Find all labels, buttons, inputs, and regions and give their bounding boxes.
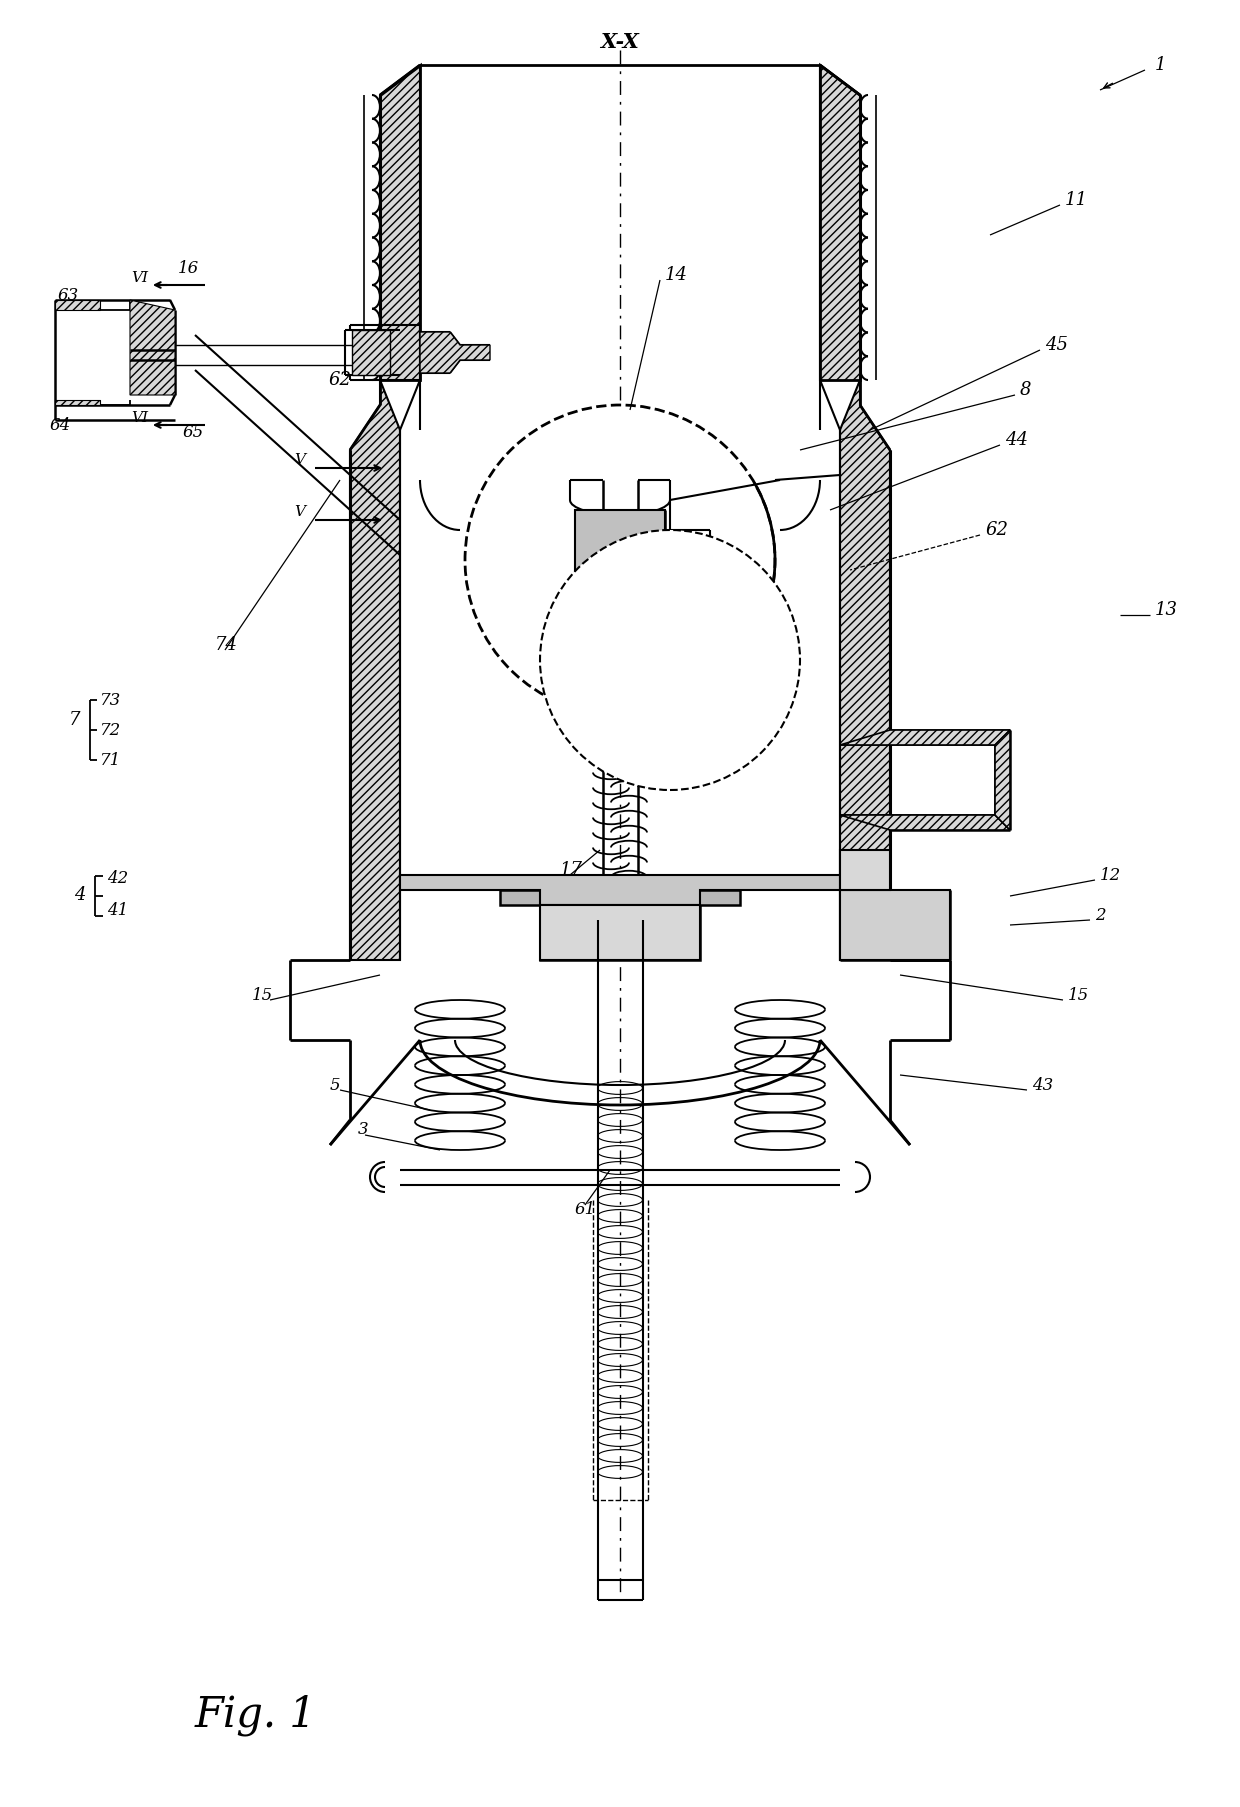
Text: 17: 17	[560, 860, 583, 878]
Text: 44: 44	[1004, 432, 1028, 448]
Polygon shape	[820, 65, 861, 379]
Circle shape	[539, 529, 800, 790]
Text: 1: 1	[1154, 56, 1167, 74]
Polygon shape	[839, 849, 890, 891]
Polygon shape	[55, 300, 100, 311]
Circle shape	[465, 405, 775, 716]
Text: 62: 62	[985, 520, 1008, 538]
Text: 5: 5	[330, 1077, 341, 1093]
Text: 13: 13	[1154, 602, 1178, 620]
Text: 43: 43	[1032, 1077, 1053, 1093]
Text: 64: 64	[50, 416, 71, 434]
Text: VI: VI	[131, 271, 148, 286]
Text: 45: 45	[1045, 336, 1068, 354]
Polygon shape	[350, 379, 401, 960]
Polygon shape	[379, 65, 420, 379]
Text: 15: 15	[252, 987, 273, 1003]
Text: VI: VI	[131, 410, 148, 425]
Polygon shape	[379, 65, 420, 379]
Text: 16: 16	[179, 260, 200, 276]
Text: X-X: X-X	[600, 33, 640, 52]
Polygon shape	[401, 875, 839, 905]
Text: 15: 15	[1068, 987, 1089, 1003]
Text: V: V	[294, 504, 305, 519]
Polygon shape	[539, 905, 701, 960]
Circle shape	[657, 531, 693, 567]
Polygon shape	[994, 730, 1011, 829]
Polygon shape	[839, 891, 950, 960]
Polygon shape	[839, 815, 1011, 829]
Text: 42: 42	[107, 869, 128, 887]
Polygon shape	[352, 331, 391, 376]
Text: Fig. 1: Fig. 1	[195, 1693, 317, 1737]
Text: 2: 2	[1095, 907, 1106, 923]
Polygon shape	[575, 510, 665, 611]
Text: 72: 72	[100, 721, 122, 739]
Polygon shape	[500, 891, 740, 960]
Text: 4: 4	[74, 885, 86, 904]
Text: 74: 74	[215, 636, 238, 654]
Text: 61: 61	[574, 1202, 595, 1218]
Polygon shape	[839, 379, 890, 960]
Text: 71: 71	[100, 752, 122, 768]
Text: 62: 62	[329, 370, 351, 389]
Text: 41: 41	[107, 902, 128, 918]
Polygon shape	[820, 65, 861, 379]
Text: 8: 8	[1021, 381, 1032, 399]
Text: 63: 63	[58, 287, 79, 304]
Polygon shape	[55, 399, 100, 405]
Text: 12: 12	[1100, 867, 1121, 884]
Polygon shape	[130, 300, 175, 396]
Text: 14: 14	[665, 266, 688, 284]
Text: 73: 73	[100, 692, 122, 708]
Polygon shape	[839, 730, 1011, 744]
Polygon shape	[420, 332, 490, 372]
Text: V: V	[294, 454, 305, 466]
Text: 65: 65	[184, 423, 205, 441]
Text: 7: 7	[69, 710, 81, 728]
Text: 11: 11	[1065, 192, 1087, 210]
Text: 3: 3	[358, 1122, 368, 1138]
Polygon shape	[672, 593, 708, 629]
